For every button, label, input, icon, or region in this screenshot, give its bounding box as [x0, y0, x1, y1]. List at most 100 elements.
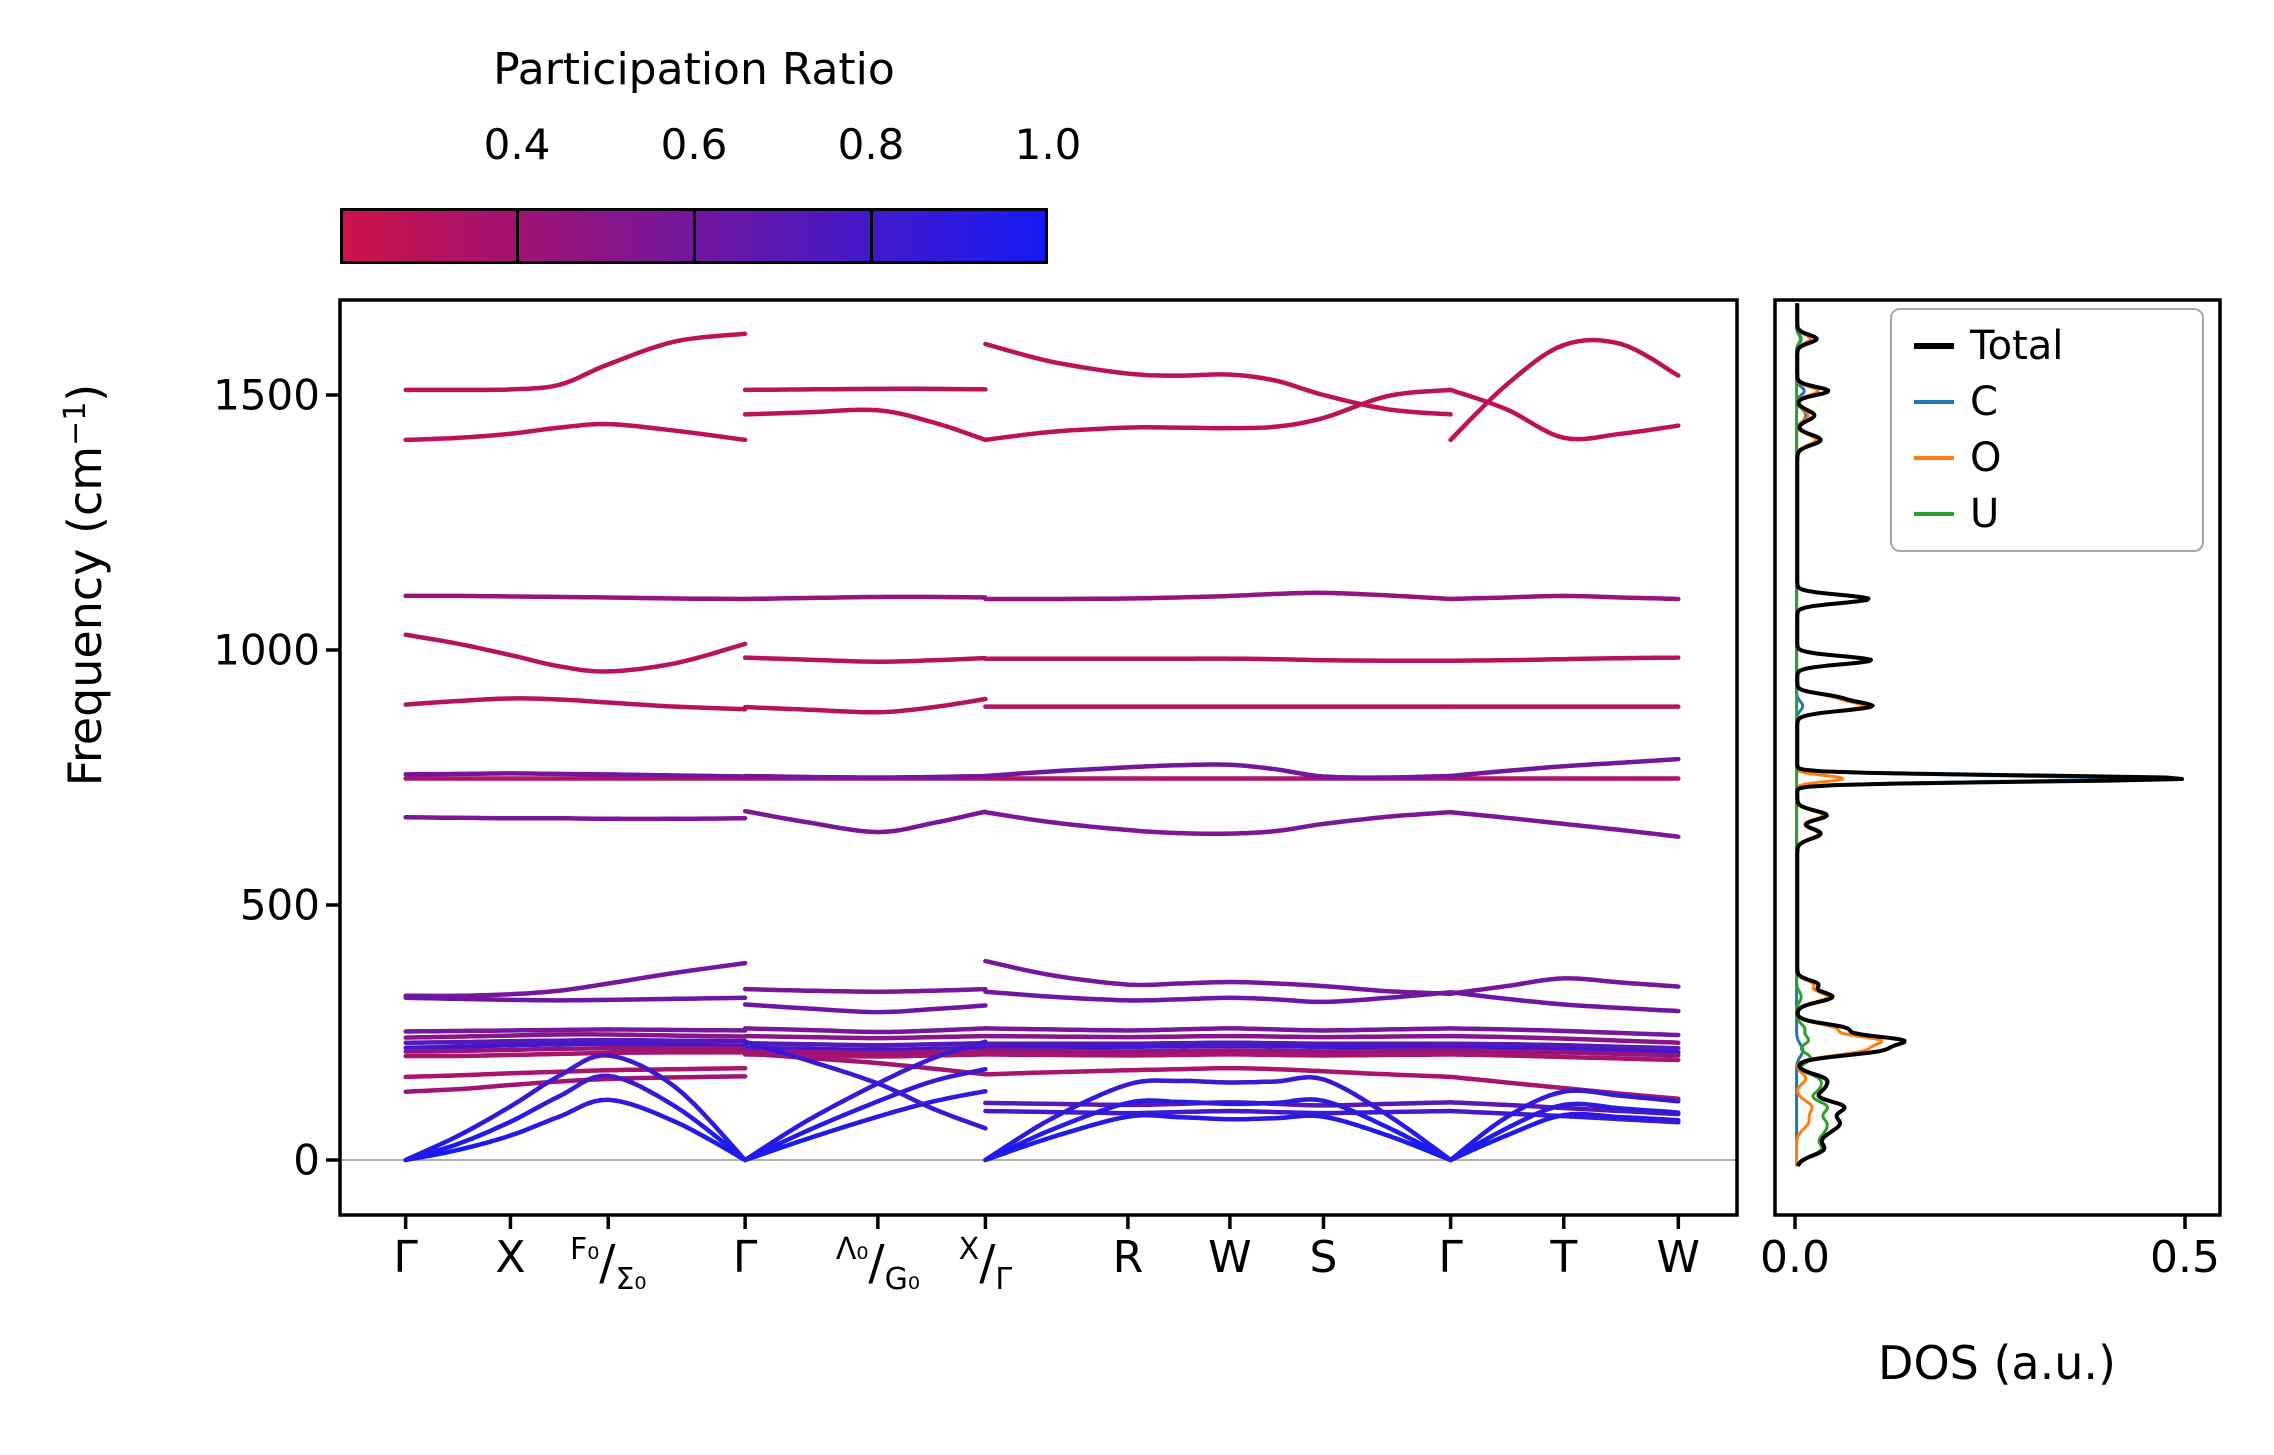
band-line — [1448, 655, 1681, 663]
colorbar-tick-label: 0.4 — [483, 120, 551, 169]
band-line — [1448, 593, 1681, 602]
band-segment — [702, 1112, 717, 1128]
band-line — [983, 590, 1453, 602]
legend-total-line-icon — [1914, 343, 1954, 349]
band-line — [983, 341, 1453, 417]
band-line — [1448, 1033, 1681, 1045]
legend-label: C — [1970, 379, 1998, 425]
y-tick-label: 500 — [239, 880, 320, 930]
legend-item-u: U — [1892, 486, 2202, 542]
band-line — [742, 808, 988, 835]
legend-label: U — [1970, 491, 2000, 537]
band-line — [983, 1108, 1453, 1116]
band-line — [742, 1045, 988, 1053]
band-line — [403, 632, 748, 674]
band-line — [1448, 1045, 1681, 1055]
band-line — [403, 1065, 748, 1080]
band-line — [742, 655, 988, 664]
band-segment — [979, 1088, 988, 1095]
colorbar-tick — [869, 208, 873, 264]
band-line — [1448, 1048, 1681, 1058]
band-line — [403, 696, 748, 712]
x-tick-label-slash: / — [599, 1235, 616, 1291]
legend-u-line-icon — [1914, 512, 1954, 516]
band-line — [983, 387, 1453, 443]
band-line — [742, 1033, 988, 1041]
band-lines — [403, 331, 1681, 1163]
band-line — [403, 815, 748, 822]
band-line — [1448, 756, 1681, 779]
dos-tick-label: 0.5 — [2150, 1232, 2220, 1283]
band-line — [1448, 976, 1681, 996]
band-line — [742, 1051, 988, 1077]
x-tick-label: S — [1309, 1232, 1338, 1283]
x-tick-label: R — [1112, 1232, 1144, 1283]
x-tick-label-bottom: G₀ — [884, 1262, 920, 1297]
x-tick-label: W — [1656, 1232, 1701, 1283]
band-line — [1448, 1074, 1681, 1102]
band-line — [403, 1074, 748, 1094]
band-segment — [712, 1123, 727, 1139]
legend-o-line-icon — [1914, 456, 1954, 460]
colorbar-title: Participation Ratio — [493, 44, 895, 95]
band-line — [742, 986, 988, 994]
band-line — [742, 1039, 988, 1131]
x-tick-label-slash: / — [868, 1235, 885, 1291]
band-line — [742, 1002, 988, 1015]
band-line — [983, 1048, 1453, 1054]
x-tick-label: X — [495, 1232, 526, 1283]
band-line — [983, 1052, 1453, 1058]
x-tick-label: Γ — [393, 1232, 418, 1283]
x-tick-label: W — [1208, 1232, 1252, 1283]
y-tick-label: 0 — [293, 1135, 320, 1185]
band-line — [403, 771, 748, 779]
x-tick-label-top: Λ₀ — [835, 1232, 869, 1267]
band-line — [1448, 337, 1681, 443]
colorbar-tick-label: 0.6 — [660, 120, 728, 169]
band-line — [403, 995, 748, 1003]
band-line — [983, 989, 1453, 1005]
band-segment — [682, 1092, 697, 1107]
legend-label: Total — [1970, 323, 2064, 369]
band-line — [403, 421, 748, 443]
dos-x-axis-label: DOS (a.u.) — [1878, 1336, 2116, 1390]
band-line — [983, 1043, 1453, 1051]
band-line — [983, 1065, 1453, 1080]
band-segment — [979, 1066, 988, 1073]
band-line — [1448, 989, 1681, 1014]
band-line — [403, 960, 748, 999]
band-line — [742, 773, 988, 780]
band-line — [403, 1037, 748, 1045]
band-line — [403, 1046, 748, 1054]
band-line — [1448, 1026, 1681, 1038]
x-tick-label: Γ — [732, 1232, 758, 1283]
colorbar-tick — [515, 208, 519, 264]
band-line — [742, 1040, 988, 1048]
band-line — [403, 331, 748, 393]
band-line — [983, 958, 1453, 996]
band-line — [983, 656, 1453, 663]
band-line — [403, 1032, 748, 1040]
band-line — [742, 386, 988, 393]
legend-c-line-icon — [1914, 400, 1954, 404]
y-axis-label-post: ) — [58, 383, 113, 402]
band-line — [1448, 809, 1681, 839]
legend-label: O — [1970, 435, 2002, 481]
x-tick-label: T — [1550, 1232, 1578, 1283]
dos-tick-label: 0.0 — [1760, 1232, 1830, 1283]
colorbar-tick — [692, 208, 696, 264]
legend-item-total: Total — [1892, 318, 2202, 374]
legend-item-c: C — [1892, 374, 2202, 430]
band-line — [1448, 1052, 1681, 1063]
band-line — [403, 1027, 748, 1034]
band-line — [403, 593, 748, 602]
band-line — [742, 407, 988, 443]
dos-legend: Total C O U — [1890, 308, 2204, 552]
x-tick-label-bottom: Σ₀ — [615, 1262, 647, 1297]
legend-item-o: O — [1892, 430, 2202, 486]
band-line — [983, 1026, 1453, 1033]
band-panel-frame — [338, 298, 1739, 1217]
x-tick-label-top: F₀ — [569, 1232, 600, 1267]
band-segment — [691, 1101, 707, 1117]
